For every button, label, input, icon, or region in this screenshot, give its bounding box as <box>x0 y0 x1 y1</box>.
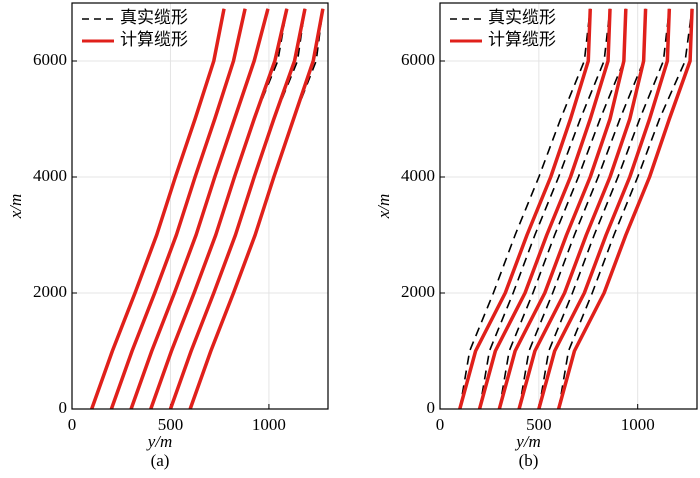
computed-cable-line <box>458 8 592 410</box>
y-tick-label: 2000 <box>401 282 435 301</box>
y-tick-label: 4000 <box>33 166 67 185</box>
caption: (a) <box>151 451 170 470</box>
x-tick-label: 500 <box>158 415 184 434</box>
computed-cable-line <box>188 8 325 410</box>
y-tick-label: 4000 <box>401 166 435 185</box>
real-cable-line <box>557 8 693 410</box>
legend-label: 计算缆形 <box>120 30 188 49</box>
y-axis-label: x/m <box>374 194 393 220</box>
plot-frame <box>71 2 329 410</box>
computed-cable-line <box>90 8 226 410</box>
legend-label: 计算缆形 <box>488 30 556 49</box>
x-tick-label: 0 <box>436 415 445 434</box>
real-cable-line <box>458 8 592 410</box>
caption: (b) <box>519 451 539 470</box>
real-cable-line <box>538 8 671 410</box>
computed-cable-line <box>168 8 307 410</box>
computed-cable-line <box>149 8 289 410</box>
x-tick-label: 500 <box>526 415 552 434</box>
plot-frame <box>439 2 698 410</box>
computed-cable-line <box>537 8 672 410</box>
y-tick-label: 2000 <box>33 282 67 301</box>
x-tick-label: 1000 <box>621 415 655 434</box>
x-axis-label: y/m <box>514 432 541 451</box>
computed-cable-line <box>129 8 270 410</box>
y-tick-label: 6000 <box>401 50 435 69</box>
legend-label: 真实缆形 <box>120 8 188 27</box>
x-axis-label: y/m <box>146 432 173 451</box>
y-tick-label: 0 <box>59 398 68 417</box>
legend-label: 真实缆形 <box>488 8 556 27</box>
y-tick-label: 0 <box>427 398 436 417</box>
computed-cable-line <box>556 8 694 410</box>
real-cable-line <box>478 8 611 410</box>
computed-cable-line <box>517 8 648 410</box>
computed-cable-line <box>477 8 612 410</box>
computed-cable-line <box>109 8 247 410</box>
y-tick-label: 6000 <box>33 50 67 69</box>
computed-cable-line <box>497 8 628 410</box>
x-tick-label: 0 <box>68 415 77 434</box>
x-tick-label: 1000 <box>252 415 286 434</box>
y-axis-label: x/m <box>6 194 25 220</box>
